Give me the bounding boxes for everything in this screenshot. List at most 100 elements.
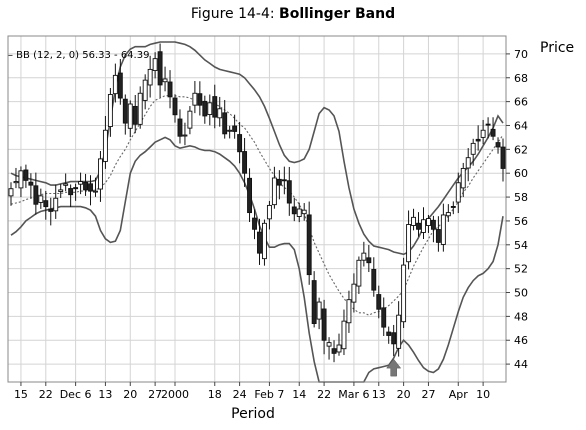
- candle-body: [182, 134, 188, 137]
- lower-band-line: [10, 136, 504, 383]
- y-axis-label: Price: [540, 40, 575, 56]
- x-tick-label: 27: [148, 388, 162, 401]
- legend-text: – BB (12, 2, 0) 56.33 - 64.39: [8, 50, 149, 61]
- y-tick-label: 44: [514, 358, 528, 371]
- candle-body: [301, 209, 307, 215]
- candle-body: [63, 183, 69, 186]
- x-tick-label: 24: [233, 388, 247, 401]
- y-tick-label: 54: [514, 239, 528, 252]
- candle-body: [266, 204, 272, 220]
- candle-body: [142, 79, 148, 101]
- candle-body: [237, 134, 243, 153]
- candle-body: [371, 268, 377, 291]
- candle-body: [376, 294, 382, 310]
- figure-title: Bollinger Band: [279, 6, 396, 22]
- candle-body: [38, 195, 44, 203]
- candle-body: [450, 206, 456, 208]
- candle-body: [426, 218, 431, 226]
- candle-body: [187, 110, 193, 129]
- candle-body: [430, 219, 436, 230]
- candle-body: [132, 105, 138, 125]
- candle-body: [435, 229, 441, 243]
- y-tick-label: 62: [514, 143, 528, 156]
- candle-body: [252, 217, 257, 230]
- candle-body: [137, 92, 143, 125]
- x-tick-label: 10: [476, 388, 490, 401]
- candle-body: [475, 138, 481, 142]
- candle-body: [78, 181, 84, 185]
- candle-body: [162, 78, 168, 83]
- candle-body: [202, 100, 208, 117]
- candle-body: [411, 216, 416, 226]
- candle-body: [341, 320, 347, 350]
- y-tick-label: 66: [514, 96, 528, 109]
- grid-lines: [8, 36, 506, 382]
- x-tick-label: 22: [317, 388, 331, 401]
- candle-body: [331, 348, 337, 354]
- candle-body: [361, 252, 367, 261]
- candle-body: [291, 206, 297, 215]
- candle-body: [58, 189, 64, 192]
- candle-body: [207, 102, 213, 116]
- candle-body: [281, 179, 287, 182]
- candle-body: [366, 257, 372, 264]
- upper-band-line: [10, 41, 504, 256]
- candle-body: [351, 283, 357, 303]
- candles: [8, 43, 506, 363]
- candle-body: [271, 177, 277, 206]
- candle-body: [147, 68, 153, 86]
- candle-body: [470, 142, 476, 155]
- x-tick-label: 20: [397, 388, 411, 401]
- figure-prefix: Figure 14-4:: [190, 6, 275, 22]
- candle-body: [177, 118, 183, 137]
- candle-body: [13, 181, 19, 184]
- plot-frame: [7, 35, 507, 383]
- candle-body: [53, 197, 59, 212]
- y-tick-label: 52: [514, 263, 528, 276]
- candle-body: [117, 72, 123, 99]
- candle-body: [500, 146, 506, 169]
- candle-body: [480, 129, 486, 138]
- candle-body: [465, 157, 471, 169]
- candle-body: [391, 332, 397, 345]
- x-tick-label: 13: [372, 388, 386, 401]
- x-axis-label: Period: [231, 406, 275, 422]
- band-lines: [10, 41, 504, 383]
- x-tick-label: 27: [421, 388, 435, 401]
- candle-body: [192, 92, 198, 106]
- y-tick-label: 60: [514, 167, 528, 180]
- candle-body: [43, 200, 49, 208]
- candle-body: [88, 183, 93, 192]
- candle-body: [416, 222, 421, 230]
- x-tick-label: 14: [292, 388, 306, 401]
- candle-body: [157, 51, 163, 86]
- x-tick-label: 22: [39, 388, 53, 401]
- x-tick-label: 18: [208, 388, 222, 401]
- candle-body: [247, 177, 252, 214]
- annotations: [386, 358, 402, 377]
- chart-title: Figure 14-4: Bollinger Band: [0, 6, 586, 22]
- candle-body: [276, 178, 282, 186]
- candle-body: [68, 188, 74, 196]
- y-tick-label: 46: [514, 334, 528, 347]
- x-tick-label: Apr: [449, 388, 469, 401]
- candle-body: [197, 93, 203, 106]
- candle-body: [296, 208, 302, 217]
- candle-body: [222, 112, 228, 135]
- candle-body: [460, 167, 466, 189]
- candle-body: [346, 299, 352, 324]
- candle-body: [172, 97, 178, 116]
- candle-body: [262, 222, 267, 260]
- candle-body: [406, 224, 412, 263]
- candle-body: [93, 190, 98, 193]
- up-arrow-icon: [386, 358, 402, 377]
- candle-body: [167, 81, 173, 98]
- candle-body: [316, 301, 322, 320]
- x-tick-label: 15: [14, 388, 28, 401]
- candle-body: [8, 188, 14, 197]
- y-tick-label: 64: [514, 119, 528, 132]
- candle-body: [321, 308, 327, 341]
- candle-body: [455, 182, 461, 203]
- candle-body: [112, 74, 118, 95]
- y-tick-label: 58: [514, 191, 528, 204]
